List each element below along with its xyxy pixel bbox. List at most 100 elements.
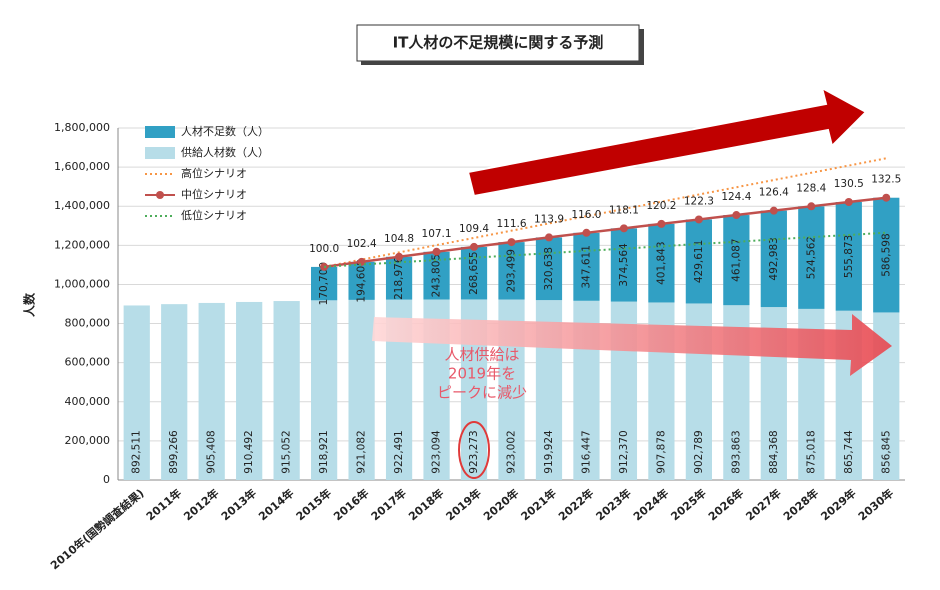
line-marker bbox=[657, 219, 666, 228]
legend-label: 人材不足数（人） bbox=[181, 124, 269, 138]
value-label: 899,266 bbox=[168, 430, 180, 474]
title-shadow bbox=[639, 29, 644, 65]
line-marker bbox=[882, 193, 891, 202]
value-label: 243,805 bbox=[431, 254, 443, 297]
annotation: ピークに減少 bbox=[437, 384, 527, 402]
index-label: 116.0 bbox=[571, 209, 601, 221]
x-tick-label: 2024年 bbox=[630, 486, 671, 523]
bar bbox=[460, 246, 488, 300]
y-tick-label: 1,600,000 bbox=[54, 160, 110, 173]
bar bbox=[798, 206, 825, 309]
y-tick-label: 1,200,000 bbox=[54, 238, 110, 251]
bar bbox=[236, 301, 263, 480]
bar bbox=[311, 266, 338, 301]
x-tick-label: 2015年 bbox=[293, 486, 334, 523]
value-label: 902,789 bbox=[693, 430, 705, 473]
x-tick-label: 2030年 bbox=[855, 486, 896, 523]
x-tick-label: 2025年 bbox=[668, 486, 709, 523]
value-label: 915,052 bbox=[281, 430, 293, 473]
x-tick-label: 2011年 bbox=[143, 486, 184, 523]
x-tick-label: 2023年 bbox=[593, 486, 634, 523]
index-label: 107.1 bbox=[422, 228, 452, 240]
value-label: 586,598 bbox=[880, 233, 892, 276]
line bbox=[323, 196, 887, 269]
x-tick-label: 2012年 bbox=[181, 486, 222, 523]
bar bbox=[348, 261, 375, 300]
line bbox=[323, 157, 887, 268]
value-label: 910,492 bbox=[243, 430, 255, 473]
value-label: 461,087 bbox=[730, 238, 742, 281]
value-label: 524,562 bbox=[805, 236, 817, 279]
y-tick-label: 400,000 bbox=[65, 395, 111, 408]
annotation: 人材供給は bbox=[444, 346, 519, 364]
x-tick-label: 2020年 bbox=[480, 486, 521, 523]
x-tick-label: 2018年 bbox=[406, 486, 447, 523]
x-tick-label: 2022年 bbox=[555, 486, 596, 523]
value-label: 401,843 bbox=[655, 241, 667, 284]
bar bbox=[498, 242, 525, 300]
legend-label: 中位シナリオ bbox=[181, 187, 247, 201]
y-tick-label: 1,400,000 bbox=[54, 199, 110, 212]
index-label: 132.5 bbox=[871, 174, 901, 186]
x-tick-label: 2016年 bbox=[331, 486, 372, 523]
x-tick-label: 2010年(国勢調査結果) bbox=[47, 486, 146, 572]
arrow bbox=[466, 86, 868, 198]
value-label: 923,273 bbox=[468, 430, 480, 473]
value-label: 170,700 bbox=[318, 262, 330, 305]
index-label: 113.9 bbox=[534, 213, 564, 225]
value-label: 884,368 bbox=[768, 430, 780, 473]
x-tick-label: 2029年 bbox=[818, 486, 859, 523]
value-label: 923,094 bbox=[431, 430, 443, 474]
value-label: 923,002 bbox=[506, 430, 518, 473]
x-tick-label: 2021年 bbox=[518, 486, 559, 523]
x-tick-label: 2028年 bbox=[780, 486, 821, 523]
index-label: 100.0 bbox=[309, 243, 339, 255]
bar bbox=[198, 302, 225, 480]
value-label: 916,447 bbox=[580, 430, 592, 473]
value-label: 194,608 bbox=[356, 259, 368, 302]
x-tick-label: 2027年 bbox=[743, 486, 784, 523]
value-label: 875,018 bbox=[805, 430, 817, 473]
value-label: 555,873 bbox=[843, 235, 855, 278]
y-axis-label: 人数 bbox=[22, 292, 37, 317]
x-tick-label: 2019年 bbox=[443, 486, 484, 523]
value-label: 320,638 bbox=[543, 247, 555, 290]
value-label: 218,976 bbox=[393, 256, 405, 300]
index-label: 130.5 bbox=[834, 178, 864, 190]
value-label: 492,983 bbox=[768, 237, 780, 280]
value-label: 905,408 bbox=[206, 430, 218, 473]
value-label: 293,499 bbox=[506, 249, 518, 292]
value-label: 347,611 bbox=[580, 245, 592, 288]
highlight-ring bbox=[458, 421, 491, 479]
value-label: 856,845 bbox=[880, 430, 892, 473]
index-label: 104.8 bbox=[384, 233, 414, 245]
index-label: 111.6 bbox=[496, 218, 526, 230]
index-label: 128.4 bbox=[796, 182, 826, 194]
line-marker bbox=[395, 252, 404, 261]
value-label: 268,655 bbox=[468, 251, 480, 294]
legend-label: 低位シナリオ bbox=[181, 208, 247, 222]
line-marker bbox=[694, 215, 703, 224]
value-label: 374,564 bbox=[618, 243, 630, 287]
bar bbox=[610, 228, 638, 302]
bar bbox=[760, 210, 787, 308]
line-marker bbox=[844, 197, 853, 206]
bar bbox=[348, 299, 375, 480]
value-label: 893,863 bbox=[730, 430, 742, 473]
title-box bbox=[356, 24, 640, 62]
line bbox=[324, 231, 887, 268]
line-marker bbox=[732, 211, 741, 220]
bar bbox=[648, 223, 675, 303]
bar bbox=[123, 305, 150, 480]
bar bbox=[873, 197, 900, 313]
bar bbox=[273, 301, 300, 480]
value-label: 429,611 bbox=[693, 240, 705, 283]
bar bbox=[835, 201, 862, 311]
line-marker bbox=[470, 242, 479, 251]
value-label: 892,511 bbox=[131, 430, 143, 473]
annotation: 2019年を bbox=[448, 365, 516, 383]
x-tick-label: 2014年 bbox=[256, 486, 297, 523]
legend-swatch bbox=[145, 126, 175, 138]
line-marker bbox=[432, 247, 441, 256]
